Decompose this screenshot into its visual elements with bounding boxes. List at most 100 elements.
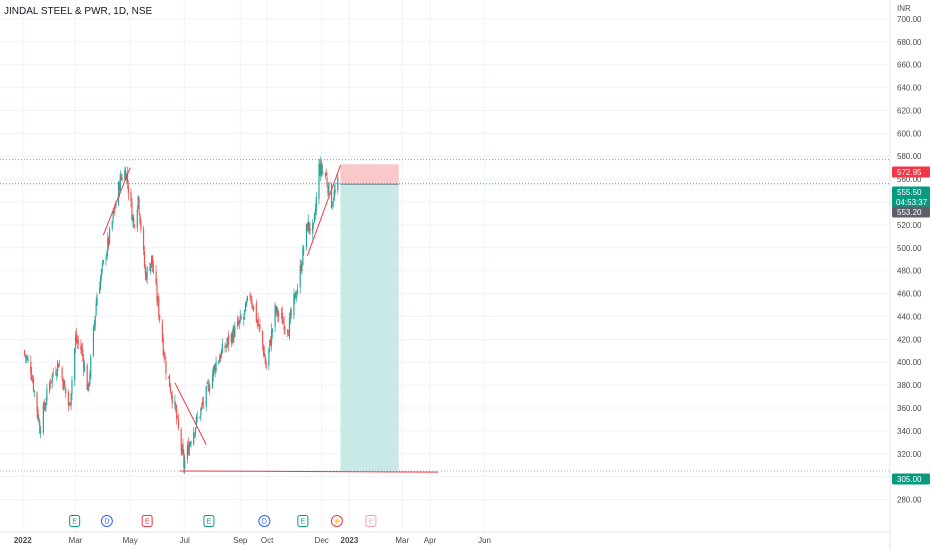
candle	[151, 255, 154, 272]
candle-body	[46, 388, 48, 402]
candle	[119, 170, 121, 191]
candle-body	[271, 329, 274, 333]
event-marker: ⚡	[330, 515, 343, 527]
candle-body	[43, 402, 45, 409]
candle-body	[225, 345, 227, 347]
candle-body	[274, 304, 276, 328]
candle	[245, 298, 248, 308]
candle-body	[207, 383, 209, 385]
price-axis[interactable]: 700.00 680.00 660.00 640.00 620.00 600.00 580.…	[897, 15, 922, 505]
candle	[74, 347, 76, 387]
candle-body	[332, 201, 334, 203]
candle-body	[163, 351, 165, 358]
candle	[201, 402, 203, 411]
candle	[27, 355, 29, 364]
candle-body	[233, 328, 235, 338]
event-markers[interactable]: E D E E D E ⚡ E	[69, 515, 377, 527]
time-axis[interactable]: 2022 Mar May Jul Sep Oct Dec 2023 Mar Apr Jun	[14, 536, 491, 545]
trendlines[interactable]	[102, 165, 439, 473]
time-axis-label: Mar	[69, 536, 83, 545]
candle-body	[189, 442, 191, 446]
candle	[299, 259, 301, 294]
candle-body	[112, 212, 114, 220]
candle-body	[146, 266, 148, 280]
candle-body	[314, 209, 317, 215]
candle-body	[303, 249, 305, 251]
candle	[280, 307, 282, 319]
candle	[149, 262, 151, 271]
candle-body	[250, 299, 252, 301]
candle	[326, 171, 328, 188]
candle	[213, 363, 215, 375]
candle-body	[58, 365, 61, 367]
candle	[77, 335, 79, 350]
candle	[156, 278, 158, 306]
candle-body	[89, 374, 91, 384]
candle	[257, 313, 259, 327]
candle	[290, 308, 292, 319]
candle	[309, 222, 311, 235]
candle-body	[234, 326, 236, 337]
candle-body	[81, 348, 83, 351]
candle-body	[168, 374, 171, 388]
candle-body	[252, 306, 254, 309]
price-axis-label: 600.00	[897, 129, 922, 138]
candle-body	[333, 191, 335, 200]
candle	[176, 415, 179, 419]
short-position-tool[interactable]	[340, 164, 399, 471]
candle-body	[190, 442, 192, 445]
price-axis-label: 320.00	[897, 450, 922, 459]
candle	[313, 222, 315, 229]
candle	[52, 368, 54, 378]
candle	[305, 223, 308, 251]
candle-body	[202, 401, 205, 404]
candle	[238, 319, 240, 330]
candle-body	[321, 170, 324, 174]
price-axis-label: 680.00	[897, 38, 922, 47]
candle	[58, 359, 61, 367]
stop-loss-zone	[340, 164, 399, 185]
candle	[268, 347, 270, 371]
candle	[278, 310, 280, 323]
price-tag: 553.20	[892, 206, 930, 218]
candle	[296, 290, 298, 302]
candle-body	[211, 374, 214, 389]
candle	[239, 309, 241, 324]
candle	[169, 382, 172, 394]
price-tag-box	[892, 206, 930, 218]
candle	[152, 260, 155, 274]
candle	[312, 219, 314, 240]
candle-body	[125, 170, 127, 178]
candle-body	[174, 400, 176, 405]
candle-body	[301, 264, 303, 272]
candle	[163, 350, 165, 363]
candle	[232, 325, 234, 344]
candle	[237, 316, 240, 326]
candle	[244, 309, 246, 320]
candle-body	[262, 345, 265, 356]
price-tag-label: 572.95	[897, 168, 922, 177]
candle-body	[259, 324, 261, 330]
candle-body	[299, 265, 301, 288]
candle-body	[40, 430, 42, 434]
candle	[256, 318, 258, 329]
candle-body	[152, 265, 155, 274]
candle-body	[294, 293, 296, 298]
candle-body	[283, 321, 285, 331]
candle-body	[134, 224, 136, 227]
candle-body	[330, 183, 333, 209]
candle	[193, 427, 195, 446]
candle	[302, 244, 304, 266]
candle-body	[75, 334, 78, 342]
candle-body	[38, 419, 40, 421]
candle-body	[108, 228, 111, 244]
candle	[87, 383, 89, 393]
candle-body	[101, 262, 103, 267]
candle-body	[239, 315, 241, 321]
candle	[328, 181, 330, 196]
candle-body	[124, 170, 126, 180]
candle	[236, 315, 239, 330]
candle	[332, 197, 334, 208]
candle	[57, 363, 60, 368]
